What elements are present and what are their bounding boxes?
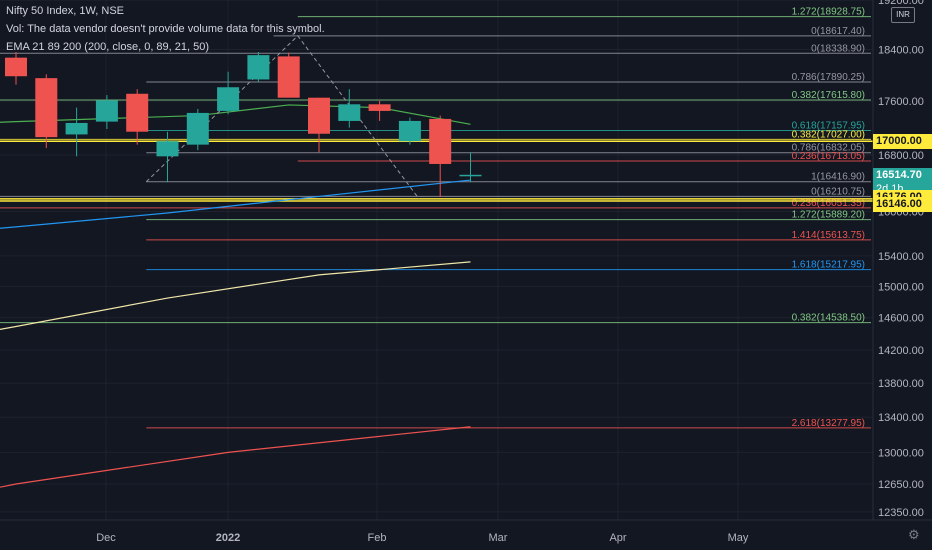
time-axis: Dec 2022 Feb Mar Apr May	[0, 519, 932, 544]
fib-level-label: 0.382(17615.80)	[792, 90, 865, 101]
price-tick-label: 14600.00	[878, 313, 924, 325]
price-tick-label: 13800.00	[878, 378, 924, 390]
gear-icon[interactable]: ⚙	[908, 527, 920, 542]
price-badge: 16146.00	[873, 197, 932, 212]
price-badge-value: 17000.00	[876, 135, 922, 148]
price-axis: 19200.0018400.0017600.0016800.0016000.00…	[872, 0, 932, 550]
candle-body	[5, 57, 27, 77]
time-tick-label: Apr	[609, 532, 626, 544]
price-tick-label: 12650.00	[878, 479, 924, 491]
fibonacci-levels: 1.272(18928.75) 0(18617.40) 0(18338.90) 0.7…	[0, 7, 871, 429]
ema-line	[0, 104, 471, 125]
price-tick-label: 13400.00	[878, 412, 924, 424]
fib-level-label: 0(18338.90)	[811, 43, 865, 54]
fib-level-label: 0.786(16832.05)	[792, 143, 865, 154]
fib-level-label: 0.618(17157.95)	[792, 121, 865, 132]
fib-level-label: 0(16210.75)	[811, 186, 865, 197]
price-tick-label: 12350.00	[878, 507, 924, 519]
candle-body	[429, 118, 452, 164]
price-tick-label: 15000.00	[878, 281, 924, 293]
candle-body	[95, 100, 118, 122]
fib-level-label: 0.236(16713.05)	[792, 151, 865, 162]
candle-body	[217, 87, 240, 111]
fib-level-label: 0.786(17890.25)	[792, 72, 865, 83]
currency-button[interactable]: INR	[891, 7, 915, 23]
price-badge-value: 16514.70	[876, 168, 922, 181]
volume-note: Vol: The data vendor doesn't provide vol…	[6, 23, 325, 35]
price-tick-label: 18400.00	[878, 44, 924, 56]
candle-body	[65, 122, 88, 135]
candles	[5, 51, 482, 198]
candle-body	[277, 56, 300, 98]
candle-body	[126, 93, 149, 132]
fib-level-label: 0.382(17027.00)	[792, 129, 865, 140]
time-tick-label: 2022	[216, 532, 240, 544]
price-tick-label: 16800.00	[878, 150, 924, 162]
ema-line	[0, 426, 471, 488]
ema-line	[0, 179, 471, 229]
price-axis-bg	[873, 0, 932, 550]
candle-body	[308, 97, 330, 134]
fib-level-label: 0.236(16051.35)	[792, 198, 865, 209]
price-tick-label: 19200.00	[878, 0, 924, 7]
candle-body	[156, 141, 179, 157]
fib-level-label: 1.618(15217.95)	[792, 260, 865, 271]
time-tick-label: Feb	[368, 532, 387, 544]
price-tick-label: 15400.00	[878, 251, 924, 263]
candle-body	[247, 55, 270, 80]
price-badge-value: 16146.00	[876, 198, 922, 210]
price-tick-label: 13000.00	[878, 447, 924, 459]
fib-level-label: 1(16416.90)	[811, 172, 865, 183]
fib-level-label: 1.272(15889.20)	[792, 210, 865, 221]
fib-level-label: 1.414(15613.75)	[792, 230, 865, 241]
fib-level-label: 1.272(18928.75)	[792, 7, 865, 18]
time-tick-label: Dec	[96, 532, 116, 544]
fib-level-label: 0.382(14538.50)	[792, 313, 865, 324]
candle-body	[35, 78, 58, 138]
candle-body	[338, 104, 361, 121]
candle-body	[368, 104, 391, 111]
ema-lines	[0, 104, 471, 488]
indicator-legend[interactable]: EMA 21 89 200 (200, close, 0, 89, 21, 50…	[6, 41, 210, 53]
fib-level-label: 2.618(13277.95)	[792, 418, 865, 429]
candle-body	[398, 120, 421, 142]
ema-line	[0, 261, 471, 330]
price-tick-label: 14200.00	[878, 345, 924, 357]
price-tick-label: 17600.00	[878, 96, 924, 108]
fib-level-label: 0(18617.40)	[811, 26, 865, 37]
time-tick-label: Mar	[489, 532, 508, 544]
price-badge: 17000.00	[873, 134, 932, 150]
time-tick-label: May	[728, 532, 749, 544]
symbol-title[interactable]: Nifty 50 Index, 1W, NSE	[6, 5, 124, 17]
grid	[0, 0, 873, 520]
candle-body	[186, 112, 209, 145]
candle-body	[459, 174, 482, 177]
